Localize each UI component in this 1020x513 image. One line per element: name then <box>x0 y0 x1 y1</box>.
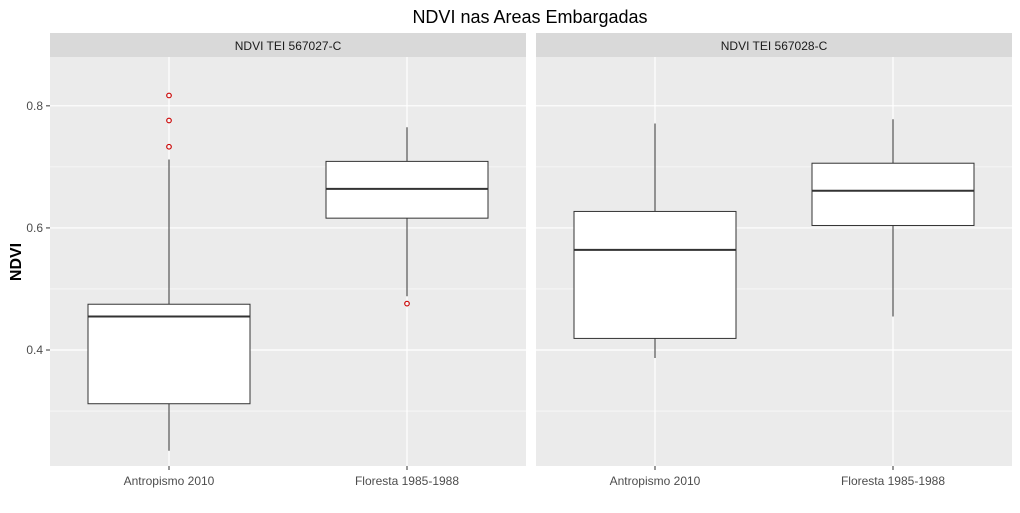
facet-panels: NDVI TEI 567027-C Antropismo 2010 Floresta… <box>26 33 1012 488</box>
panel-background <box>50 57 526 466</box>
boxplot-group <box>325 127 489 307</box>
chart-title: NDVI nas Areas Embargadas <box>412 7 647 27</box>
x-tick-label: Antropismo 2010 <box>610 474 701 488</box>
outlier-point <box>404 300 410 307</box>
facet-panel: NDVI TEI 567027-C Antropismo 2010 Floresta… <box>50 33 526 488</box>
outlier-point <box>166 92 172 99</box>
facet-strip <box>536 33 1012 57</box>
facet-strip-label: NDVI TEI 567028-C <box>721 39 828 53</box>
outlier-point <box>166 117 172 124</box>
y-tick-label: 0.6 <box>26 221 43 235</box>
facet-panel: NDVI TEI 567028-C Antropismo 2010 Floresta… <box>536 33 1012 488</box>
facet-strip-label: NDVI TEI 567027-C <box>235 39 342 53</box>
boxplot-group <box>811 119 975 317</box>
x-tick-label: Floresta 1985-1988 <box>355 474 459 488</box>
outlier-point <box>166 143 172 150</box>
box-iqr <box>811 162 975 226</box>
box-iqr <box>573 210 737 339</box>
x-tick-label: Antropismo 2010 <box>124 474 215 488</box>
box-iqr <box>87 303 251 405</box>
facet-strip <box>50 33 526 57</box>
y-tick-label: 0.8 <box>26 99 43 113</box>
x-tick-label: Floresta 1985-1988 <box>841 474 945 488</box>
boxplot-group <box>573 123 737 358</box>
y-axis-title: NDVI <box>8 243 25 281</box>
boxplot-group <box>87 92 251 451</box>
y-tick-label: 0.4 <box>26 343 43 357</box>
